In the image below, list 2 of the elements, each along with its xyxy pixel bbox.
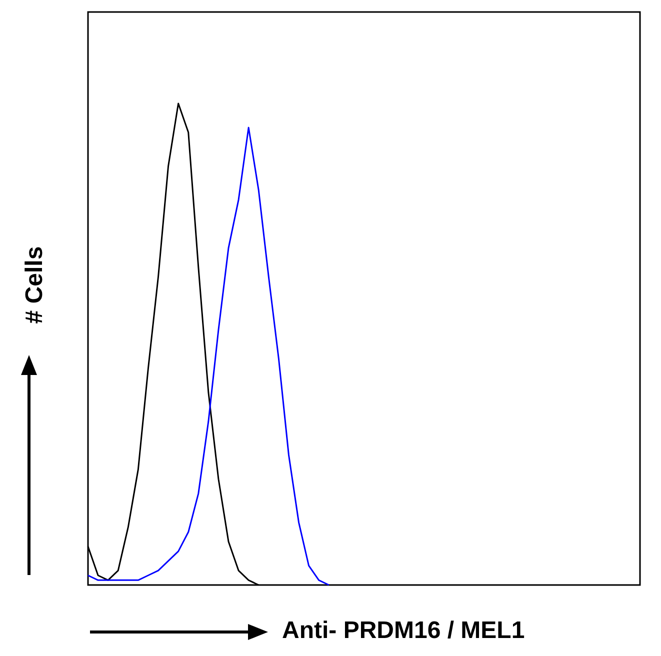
x-axis-title: Anti- PRDM16 / MEL1: [282, 617, 525, 645]
y-axis-title: # Cells: [21, 246, 49, 324]
